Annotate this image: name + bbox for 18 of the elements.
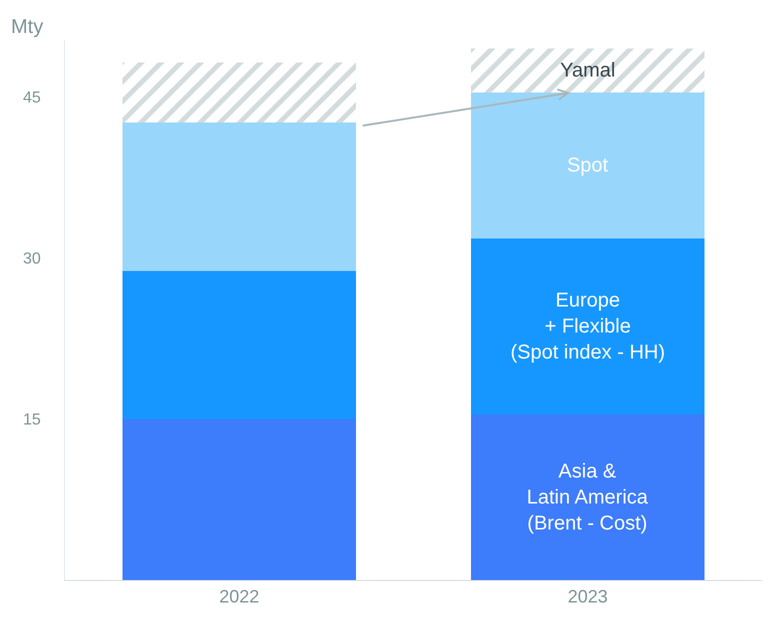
- series-label: Asia & Latin America (Brent - Cost): [526, 460, 649, 534]
- bar: [471, 238, 704, 415]
- y-tick-label: 45: [23, 90, 41, 106]
- y-tick-label: 15: [23, 412, 41, 429]
- bar: [122, 62, 356, 123]
- bar: [471, 414, 704, 580]
- bar: [471, 48, 704, 93]
- y-axis-title: Mty: [11, 16, 44, 38]
- series-label: Europe + Flexible (Spot index - HH): [510, 290, 665, 364]
- bar: [122, 122, 356, 271]
- bar: [471, 92, 704, 239]
- x-tick-label: 2023: [568, 586, 608, 607]
- x-tick-label: 2022: [219, 586, 260, 607]
- series-label: Spot: [566, 154, 609, 177]
- bar: [122, 270, 356, 419]
- y-tick-label: 30: [23, 250, 41, 268]
- series-label: Yamal: [560, 60, 616, 82]
- bar: [122, 418, 356, 580]
